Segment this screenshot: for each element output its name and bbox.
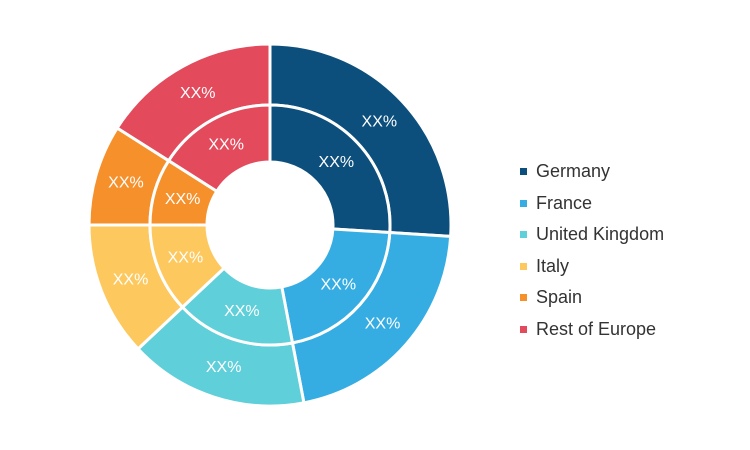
legend-item-rest-of-europe: Rest of Europe (520, 314, 664, 346)
legend-swatch-spain (520, 294, 527, 302)
legend-label-rest-of-europe: Rest of Europe (536, 318, 657, 339)
legend-label-italy: Italy (536, 255, 570, 276)
legend-label-spain: Spain (536, 287, 583, 308)
inner-label-france: XX% (320, 276, 356, 293)
outer-label-rest-of-europe: XX% (180, 85, 216, 102)
chart-legend: Germany France United Kingdom Italy Spai… (520, 156, 664, 345)
inner-slice-france (280, 227, 392, 345)
inner-label-rest-of-europe: XX% (208, 136, 244, 153)
outer-label-germany: XX% (362, 114, 398, 131)
inner-label-spain: XX% (165, 191, 201, 208)
inner-slice-germany (268, 103, 392, 235)
outer-label-france: XX% (365, 315, 401, 332)
outer-label-italy: XX% (113, 271, 149, 288)
inner-label-united-kingdom: XX% (224, 303, 260, 320)
legend-label-germany: Germany (536, 161, 611, 182)
legend-item-united-kingdom: United Kingdom (520, 219, 664, 251)
legend-swatch-rest-of-europe (520, 325, 527, 333)
outer-label-spain: XX% (108, 174, 144, 191)
legend-item-italy: Italy (520, 251, 664, 283)
inner-slice-rest-of-europe (166, 103, 272, 194)
inner-label-italy: XX% (168, 250, 204, 267)
legend-swatch-united-kingdom (520, 231, 527, 239)
legend-label-united-kingdom: United Kingdom (536, 224, 665, 245)
legend-swatch-france (520, 199, 527, 207)
legend-item-spain: Spain (520, 282, 664, 314)
legend-swatch-italy (520, 262, 527, 270)
legend-item-germany: Germany (520, 156, 664, 188)
legend-label-france: France (536, 192, 593, 213)
legend-item-france: France (520, 188, 664, 220)
legend-swatch-germany (520, 168, 527, 176)
inner-label-germany: XX% (319, 154, 355, 171)
outer-label-united-kingdom: XX% (206, 359, 242, 376)
